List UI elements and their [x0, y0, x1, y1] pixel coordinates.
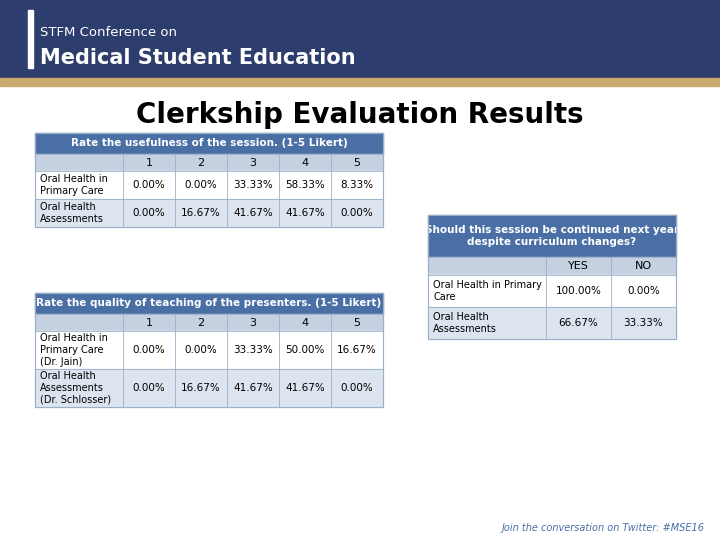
Text: 100.00%: 100.00% [556, 286, 601, 296]
Text: Oral Health
Assessments: Oral Health Assessments [433, 312, 497, 334]
Text: 33.33%: 33.33% [624, 318, 663, 328]
Bar [28, 10, 33, 68]
Text: 3: 3 [250, 158, 256, 167]
Text: 41.67%: 41.67% [285, 208, 325, 218]
Text: Oral Health in
Primary Care
(Dr. Jain): Oral Health in Primary Care (Dr. Jain) [40, 333, 108, 367]
Bar [35, 331, 383, 369]
Text: 0.00%: 0.00% [341, 383, 374, 393]
Text: 5: 5 [354, 318, 361, 327]
Text: Oral Health
Assessments
(Dr. Schlosser): Oral Health Assessments (Dr. Schlosser) [40, 372, 111, 404]
Text: 1: 1 [145, 158, 153, 167]
Text: 0.00%: 0.00% [627, 286, 660, 296]
Text: 41.67%: 41.67% [233, 383, 273, 393]
Bar [428, 275, 676, 307]
Text: 33.33%: 33.33% [233, 180, 273, 190]
Text: STFM Conference on: STFM Conference on [40, 25, 177, 38]
Text: 66.67%: 66.67% [559, 318, 598, 328]
Text: 0.00%: 0.00% [184, 345, 217, 355]
Text: Clerkship Evaluation Results: Clerkship Evaluation Results [136, 101, 584, 129]
Bar [428, 215, 676, 257]
Text: 58.33%: 58.33% [285, 180, 325, 190]
Text: 5: 5 [354, 158, 361, 167]
Text: 0.00%: 0.00% [341, 208, 374, 218]
Text: 16.67%: 16.67% [337, 345, 377, 355]
Bar [35, 133, 383, 227]
Bar [35, 199, 383, 227]
Bar [35, 369, 383, 407]
Text: 16.67%: 16.67% [181, 208, 221, 218]
Text: 0.00%: 0.00% [132, 383, 166, 393]
Bar [0, 0, 720, 78]
Text: Medical Student Education: Medical Student Education [40, 48, 356, 68]
Text: Rate the quality of teaching of the presenters. (1-5 Likert): Rate the quality of teaching of the pres… [37, 299, 382, 308]
Text: Oral Health in
Primary Care: Oral Health in Primary Care [40, 174, 108, 196]
Text: 41.67%: 41.67% [285, 383, 325, 393]
Bar [428, 307, 676, 339]
Text: Oral Health in Primary
Care: Oral Health in Primary Care [433, 280, 542, 302]
Bar [35, 154, 383, 171]
Text: 0.00%: 0.00% [132, 345, 166, 355]
Bar [0, 78, 720, 86]
Text: 41.67%: 41.67% [233, 208, 273, 218]
Text: 2: 2 [197, 158, 204, 167]
Bar [35, 293, 383, 407]
Text: YES: YES [568, 261, 589, 271]
Bar [35, 314, 383, 331]
Text: 16.67%: 16.67% [181, 383, 221, 393]
Bar [428, 215, 676, 339]
Text: 1: 1 [145, 318, 153, 327]
Text: Should this session be continued next year
despite curriculum changes?: Should this session be continued next ye… [425, 225, 679, 247]
Text: 33.33%: 33.33% [233, 345, 273, 355]
Bar [35, 133, 383, 154]
Text: 0.00%: 0.00% [184, 180, 217, 190]
Text: 3: 3 [250, 318, 256, 327]
Text: 2: 2 [197, 318, 204, 327]
Text: 4: 4 [302, 318, 309, 327]
Text: 0.00%: 0.00% [132, 180, 166, 190]
Text: 0.00%: 0.00% [132, 208, 166, 218]
Bar [35, 171, 383, 199]
Text: Rate the usefulness of the session. (1-5 Likert): Rate the usefulness of the session. (1-5… [71, 138, 347, 149]
Text: 50.00%: 50.00% [285, 345, 325, 355]
Text: Oral Health
Assessments: Oral Health Assessments [40, 202, 104, 224]
Text: NO: NO [635, 261, 652, 271]
Bar [35, 293, 383, 314]
Bar [428, 257, 676, 275]
Text: Join the conversation on Twitter: #MSE16: Join the conversation on Twitter: #MSE16 [502, 523, 705, 533]
Text: 8.33%: 8.33% [341, 180, 374, 190]
Text: 4: 4 [302, 158, 309, 167]
